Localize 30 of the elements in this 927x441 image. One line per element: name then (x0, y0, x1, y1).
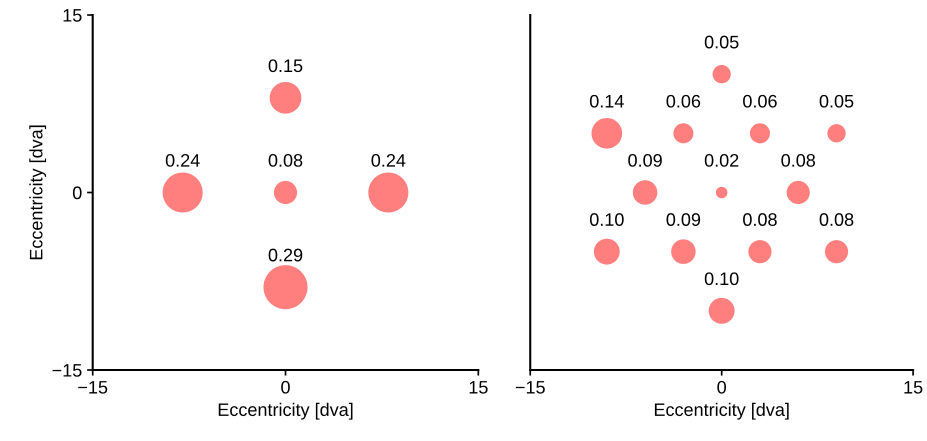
x-axis-title: Eccentricity [dva] (218, 402, 352, 420)
data-label: 0.24 (166, 154, 200, 167)
data-label: 0.08 (268, 154, 302, 167)
data-label: 0.15 (268, 59, 302, 72)
data-label: 0.08 (743, 213, 777, 226)
x-axis-title: Eccentricity [dva] (654, 402, 789, 420)
data-label: 0.10 (704, 272, 739, 286)
y-tick-label: 15 (64, 9, 82, 22)
x-tick-label: −15 (78, 381, 108, 394)
data-label: 0.09 (666, 213, 700, 226)
y-tick-label: −15 (52, 364, 82, 377)
x-tick-label: 15 (470, 381, 488, 394)
data-label: 0.08 (820, 213, 854, 226)
data-label: 0.02 (704, 154, 738, 167)
x-tick-label: 15 (904, 381, 922, 394)
data-label: 0.10 (590, 213, 624, 226)
data-label: 0.05 (704, 36, 738, 48)
data-label: 0.14 (590, 94, 624, 108)
x-tick-label: 0 (717, 380, 726, 394)
y-tick-label: 0 (72, 186, 82, 200)
y-axis-title: Eccentricity [dva] (29, 126, 46, 260)
data-label: 0.06 (743, 94, 777, 108)
data-label: 0.05 (820, 94, 854, 108)
data-label: 0.06 (666, 94, 700, 108)
data-label: 0.29 (268, 248, 302, 262)
data-label: 0.09 (628, 154, 662, 167)
data-label: 0.08 (781, 154, 816, 167)
x-tick-label: 0 (281, 380, 290, 394)
data-label: 0.24 (371, 154, 406, 167)
x-tick-label: −15 (516, 381, 545, 394)
